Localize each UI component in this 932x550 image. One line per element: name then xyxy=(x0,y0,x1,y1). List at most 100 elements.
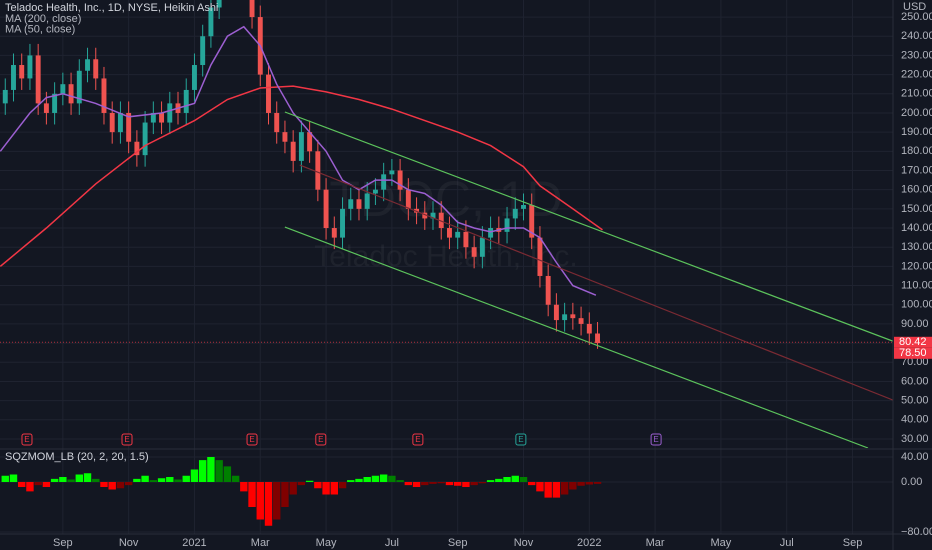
momentum-bar xyxy=(314,482,322,489)
momentum-bar xyxy=(503,477,511,482)
y-tick-label: 60.00 xyxy=(901,375,929,387)
momentum-bar xyxy=(248,482,256,507)
candle-body xyxy=(249,0,255,18)
momentum-bar xyxy=(50,478,59,482)
candle-body xyxy=(35,55,41,104)
indicator-pane xyxy=(1,457,602,526)
momentum-bar xyxy=(116,482,125,489)
momentum-bar xyxy=(9,474,18,482)
candle-body xyxy=(93,59,99,79)
price-label-box xyxy=(894,336,932,348)
watermark-text: TDOC, 1D xyxy=(329,171,562,227)
candle-body xyxy=(397,170,403,190)
momentum-bar xyxy=(544,482,552,498)
y-tick-label: 190.00 xyxy=(901,126,932,138)
trendline xyxy=(299,164,893,401)
candle-body xyxy=(340,208,345,238)
y-tick-label: 100.00 xyxy=(901,299,932,311)
chart-title: Teladoc Health, Inc., 1D, NYSE, Heikin A… xyxy=(5,2,218,14)
momentum-bar xyxy=(453,482,462,486)
candle-body xyxy=(553,304,559,321)
candle-body xyxy=(19,65,25,79)
earnings-label: E xyxy=(24,435,29,444)
y-tick-label: 90.00 xyxy=(901,318,929,330)
momentum-bar xyxy=(231,475,240,482)
candle-body xyxy=(562,314,568,321)
momentum-bar xyxy=(560,482,569,495)
momentum-bar xyxy=(100,482,108,487)
momentum-bar xyxy=(445,482,454,486)
earnings-marker xyxy=(515,433,527,446)
candle-body xyxy=(331,228,337,238)
candle-body xyxy=(521,205,526,209)
momentum-bar xyxy=(355,478,363,482)
momentum-bar xyxy=(174,479,182,482)
momentum-bar xyxy=(166,477,174,482)
y-tick-label: 50.00 xyxy=(901,395,929,407)
candle-body xyxy=(595,333,600,344)
y-tick-label: 120.00 xyxy=(901,260,932,272)
candle-body xyxy=(586,323,592,334)
candle-body xyxy=(537,237,543,276)
momentum-bar xyxy=(124,482,133,486)
y-tick-label: 130.00 xyxy=(901,241,932,253)
momentum-bar xyxy=(215,460,223,482)
candle-body xyxy=(208,7,214,37)
momentum-bar xyxy=(26,482,34,492)
earnings-marker xyxy=(121,433,133,446)
candle-body xyxy=(430,212,436,219)
candle-body xyxy=(570,314,576,319)
y-tick-label: 210.00 xyxy=(901,88,932,100)
momentum-bar xyxy=(495,478,503,482)
momentum-bar xyxy=(67,479,75,482)
momentum-bar xyxy=(528,482,536,486)
trendline xyxy=(284,226,869,448)
candle-body xyxy=(27,55,33,79)
earnings-label: E xyxy=(653,435,658,444)
candle-body xyxy=(512,208,518,219)
candle-body xyxy=(438,212,444,229)
candle-body xyxy=(364,193,370,209)
momentum-bar xyxy=(240,482,248,492)
legend-entry: MA (200, close) xyxy=(5,13,81,25)
earnings-label: E xyxy=(518,435,523,444)
momentum-bar xyxy=(421,482,429,486)
price-label: 80.42 xyxy=(899,336,927,348)
candle-body xyxy=(578,318,584,324)
x-tick-label: Nov xyxy=(119,537,139,549)
candle-body xyxy=(52,93,58,113)
momentum-bar xyxy=(347,480,355,482)
candle-body xyxy=(274,112,280,133)
candle-body xyxy=(463,231,469,248)
momentum-bar xyxy=(157,478,166,482)
candle-body xyxy=(290,141,296,161)
candle-body xyxy=(2,89,8,104)
momentum-bar xyxy=(330,482,339,495)
momentum-bar xyxy=(519,477,528,482)
candle-body xyxy=(68,84,74,104)
candle-body xyxy=(504,218,510,232)
candle-body xyxy=(372,189,378,194)
earnings-marker xyxy=(315,433,327,446)
momentum-bar xyxy=(371,475,380,482)
momentum-bar xyxy=(429,482,437,484)
earnings-marker xyxy=(412,433,424,446)
momentum-bar xyxy=(388,475,396,482)
candle-body xyxy=(488,228,494,238)
momentum-bar xyxy=(59,477,67,482)
earnings-marker xyxy=(21,433,33,446)
momentum-bar xyxy=(470,482,478,486)
x-tick-label: Jul xyxy=(780,537,794,549)
y-tick-label: 70.00 xyxy=(901,356,929,368)
candle-body xyxy=(455,231,461,238)
candle-body xyxy=(266,74,271,113)
candle-body xyxy=(348,199,354,209)
candle-body xyxy=(405,189,411,209)
candle-body xyxy=(150,112,156,123)
candle-body xyxy=(216,0,222,8)
momentum-bar xyxy=(297,482,306,486)
x-tick-label: May xyxy=(711,537,732,549)
momentum-bar xyxy=(462,482,470,487)
